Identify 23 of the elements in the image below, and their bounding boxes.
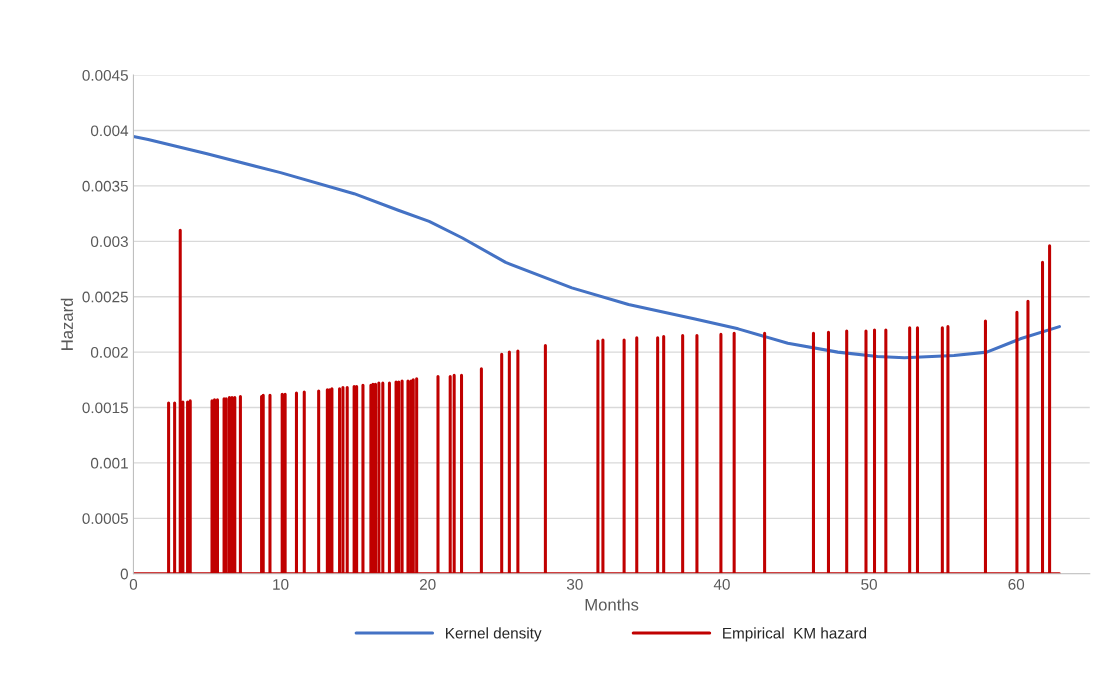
y-tick-label: 0.002 [90,346,128,358]
y-tick-label: 0.0025 [82,291,128,303]
x-tick-label: 60 [1008,578,1025,590]
x-tick-label: 10 [273,578,289,590]
y-tick-label: 0.004 [90,125,129,137]
line-series [133,228,1061,574]
x-tick-label: 50 [861,578,877,590]
x-tick-label: 20 [419,578,436,590]
x-axis-title: Months [585,598,639,611]
legend-label: Empirical KM hazard [723,627,867,642]
y-tick-label: 0.003 [90,236,128,248]
x-tick-label: 0 [129,578,138,590]
y-tick-label: 0 [120,568,128,580]
line-series [133,135,1061,360]
legend-label: Kernel density [446,627,542,642]
y-tick-label: 0.0015 [82,402,128,414]
x-tick-label: 30 [566,578,583,590]
x-tick-label: 40 [713,578,730,590]
y-tick-label: 0.001 [90,457,128,469]
y-axis-title: Hazard [60,298,74,350]
y-tick-label: 0.0035 [82,180,128,192]
y-tick-label: 0.0045 [82,70,128,81]
y-tick-label: 0.0005 [82,513,128,525]
